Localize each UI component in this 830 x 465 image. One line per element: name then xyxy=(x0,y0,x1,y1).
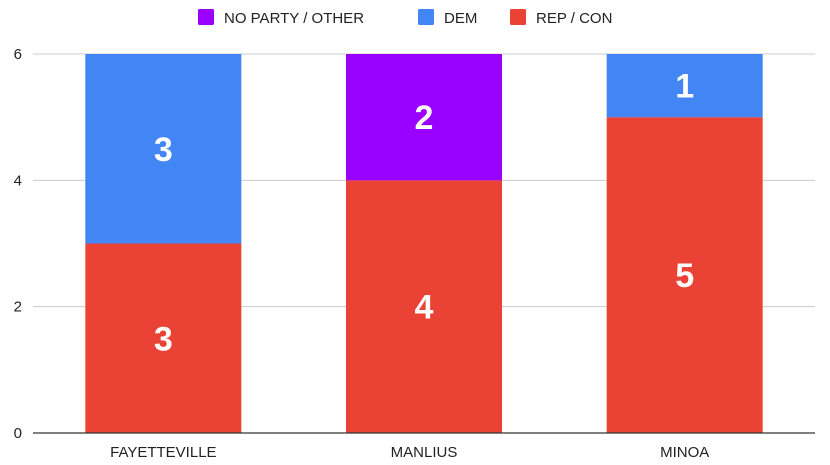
legend-swatch xyxy=(510,9,526,25)
bar-fayetteville-dem xyxy=(85,54,242,244)
data-label-fayetteville-rep-con: 3 xyxy=(154,320,173,358)
y-tick-label: 0 xyxy=(14,425,22,442)
x-tick-label: MINOA xyxy=(660,444,709,460)
bar-manlius-rep-con xyxy=(346,180,502,433)
legend: NO PARTY / OTHER DEM REP / CON xyxy=(198,9,612,27)
bar-minoa-dem xyxy=(606,54,763,118)
x-tick-label: FAYETTEVILLE xyxy=(110,444,216,460)
y-tick-label: 2 xyxy=(14,299,22,316)
y-tick-label: 6 xyxy=(14,46,22,63)
data-label-fayetteville-dem: 3 xyxy=(154,131,173,169)
legend-item-rep-con: REP / CON xyxy=(510,9,612,27)
bar-fayetteville-rep-con xyxy=(85,243,242,433)
legend-label: REP / CON xyxy=(536,10,612,27)
data-label-manlius-rep-con: 4 xyxy=(415,289,434,327)
data-label-minoa-rep-con: 5 xyxy=(675,257,694,295)
bar-minoa-rep-con xyxy=(606,117,763,434)
bars xyxy=(85,54,763,434)
data-labels: 3 3 4 2 5 1 xyxy=(154,68,694,359)
legend-item-no-party-other: NO PARTY / OTHER xyxy=(198,9,364,27)
y-axis: 0 2 4 6 xyxy=(14,46,22,442)
data-label-minoa-dem: 1 xyxy=(675,68,694,106)
bar-manlius-no-party-other xyxy=(346,54,502,181)
y-tick-label: 4 xyxy=(14,172,22,189)
legend-item-dem: DEM xyxy=(418,9,477,27)
legend-swatch xyxy=(418,9,434,25)
x-axis: FAYETTEVILLE MANLIUS MINOA xyxy=(33,432,815,461)
legend-label: NO PARTY / OTHER xyxy=(224,10,364,27)
x-tick-label: MANLIUS xyxy=(391,444,458,460)
legend-swatch xyxy=(198,9,214,25)
legend-label: DEM xyxy=(444,10,477,27)
data-label-manlius-no-party-other: 2 xyxy=(415,99,434,137)
